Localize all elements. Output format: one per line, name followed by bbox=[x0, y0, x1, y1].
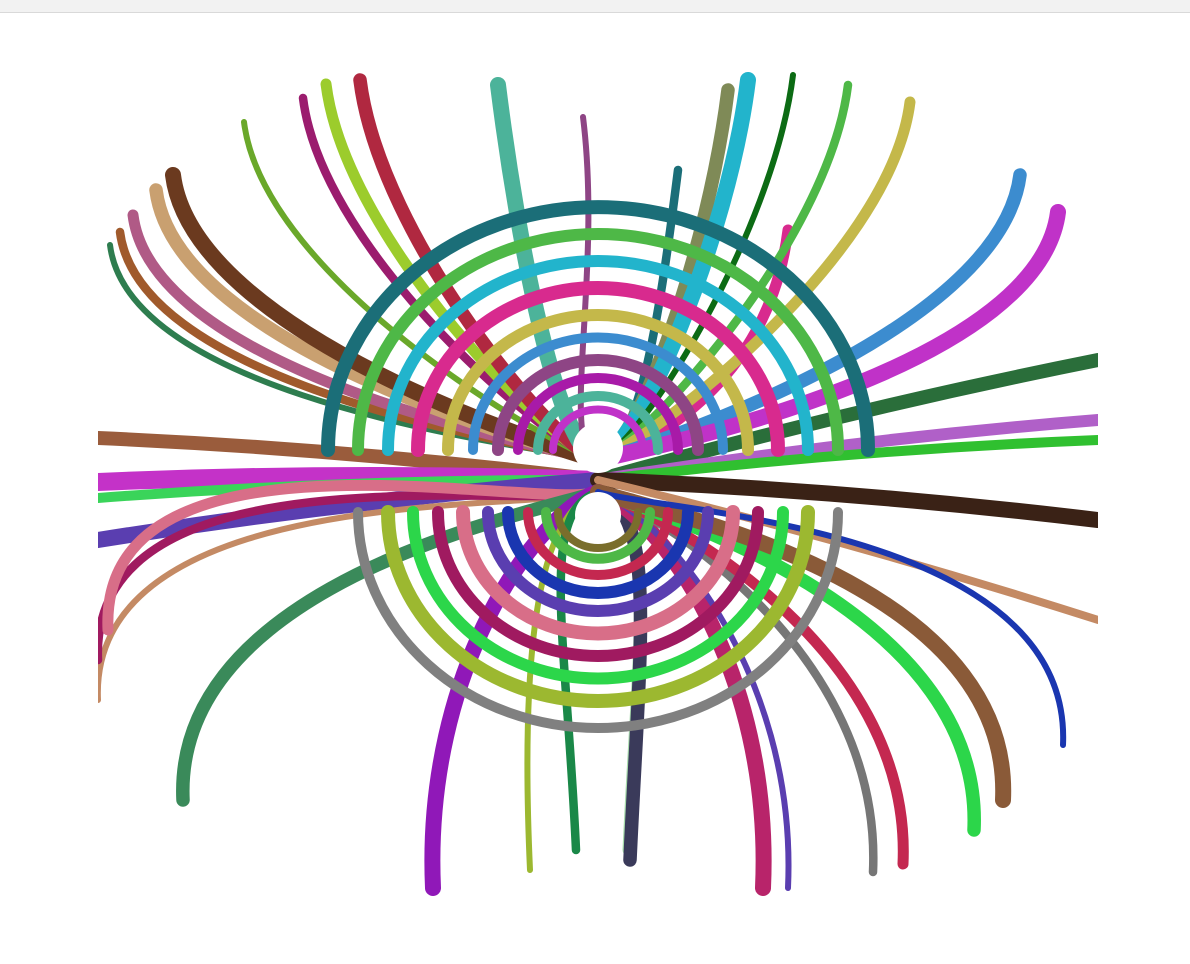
loop-stroke bbox=[492, 354, 704, 456]
spiral-stroke bbox=[102, 479, 604, 636]
loop-stroke bbox=[468, 332, 728, 455]
loop-stroke bbox=[381, 505, 815, 708]
loop-stroke bbox=[321, 200, 875, 457]
spiral-stroke bbox=[595, 489, 1067, 748]
drawing-canvas bbox=[98, 60, 1098, 900]
loop-stroke bbox=[456, 505, 740, 641]
loop-stroke bbox=[549, 405, 647, 454]
loop-stroke bbox=[513, 373, 683, 455]
upper-center-hole bbox=[573, 423, 623, 473]
loop-stroke bbox=[554, 508, 642, 552]
loop-stroke bbox=[541, 507, 655, 564]
loop-stroke bbox=[382, 255, 814, 456]
loop-stroke bbox=[411, 281, 785, 457]
ray-stroke bbox=[590, 472, 1098, 528]
loop-stroke bbox=[482, 506, 714, 617]
loop-stroke bbox=[502, 506, 694, 599]
ray-stroke bbox=[591, 353, 1098, 487]
loop-stroke bbox=[442, 309, 754, 456]
browser-toolbar bbox=[0, 0, 1190, 13]
ray-stroke bbox=[98, 472, 606, 548]
loop-stroke bbox=[353, 507, 843, 733]
loop-stroke bbox=[352, 228, 844, 456]
loop-stroke bbox=[432, 506, 764, 662]
spiral-artwork bbox=[98, 72, 1098, 896]
center-loop-group bbox=[321, 200, 875, 733]
loop-stroke bbox=[533, 391, 663, 455]
ray-stroke bbox=[593, 435, 1098, 485]
ray-stroke bbox=[594, 476, 1098, 624]
loop-stroke bbox=[407, 506, 789, 685]
loop-stroke bbox=[523, 507, 673, 580]
lower-center-hole bbox=[575, 492, 621, 538]
